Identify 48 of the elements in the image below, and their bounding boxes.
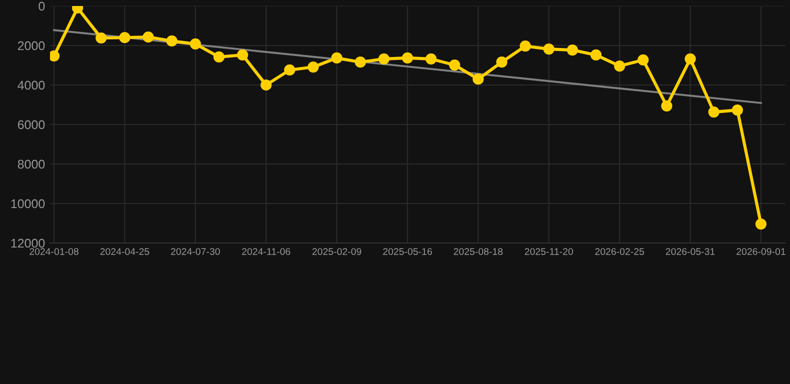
point [354,56,366,68]
point [496,56,508,68]
point [708,106,720,118]
point [331,52,342,64]
x-tick-label: 2026-05-31 [666,248,715,255]
point [213,51,225,63]
point [472,74,484,85]
x-tick-label: 2024-04-25 [100,248,150,255]
point [566,44,578,56]
point [236,49,248,61]
point [449,59,460,71]
point [260,79,272,91]
y-tick-label: 4000 [18,80,45,90]
x-tick-label: 2026-09-01 [736,248,786,255]
x-tick-label: 2025-05-16 [383,248,432,255]
point [638,54,649,66]
point [96,32,107,44]
y-tick-label: 6000 [18,120,45,130]
point [543,44,554,55]
point [166,35,178,47]
point [308,61,319,73]
point [284,64,296,76]
point [190,38,201,50]
x-tick-label: 2024-01-08 [30,248,78,255]
point [684,53,696,64]
point [425,53,437,64]
point [50,50,60,62]
point [402,52,414,64]
y-tick-label: 2000 [18,41,45,50]
point [119,32,130,44]
x-tick-label: 2024-07-30 [171,248,220,255]
x-tick-label: 2025-11-20 [524,248,574,255]
point [661,100,672,112]
y-tick-label: 0 [38,2,45,11]
point [520,40,531,52]
point [142,31,154,43]
x-tick-label: 2025-02-09 [312,248,362,255]
x-tick-label: 2024-11-06 [242,248,290,255]
y-tick-label: 12000 [11,238,45,248]
x-tick-label: 2025-08-18 [454,248,503,255]
y-tick-label: 10000 [11,199,45,208]
point [590,49,602,61]
point [378,53,390,64]
point [755,218,767,230]
y-tick-label: 8000 [18,160,45,169]
point [614,60,626,72]
point [732,104,743,116]
x-tick-label: 2026-02-25 [595,248,644,255]
